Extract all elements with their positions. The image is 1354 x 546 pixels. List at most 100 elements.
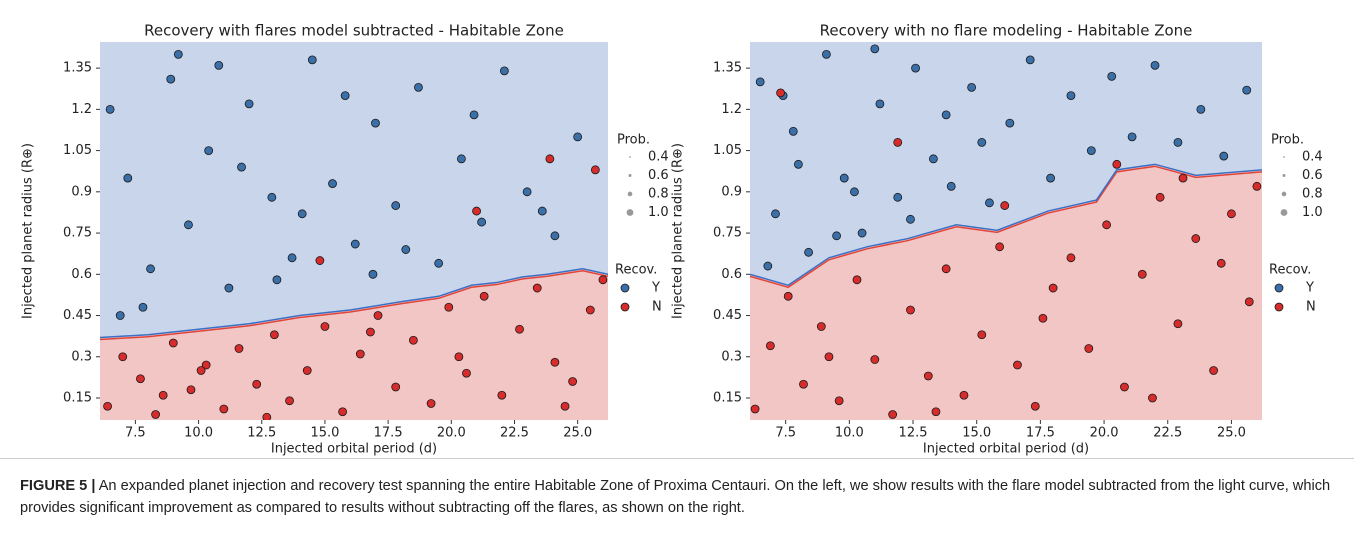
point: [237, 162, 246, 172]
caption: FIGURE 5 | An expanded planet injection …: [0, 458, 1354, 546]
point: [1252, 181, 1262, 191]
point: [967, 82, 977, 92]
y-tick-label: 0.45: [713, 308, 742, 323]
y-tick-label: 0.6: [721, 267, 742, 282]
point: [457, 154, 466, 164]
point: [1066, 253, 1076, 263]
point: [115, 311, 125, 320]
point: [573, 132, 583, 142]
point: [852, 275, 862, 285]
size-legend-label: 0.8: [1302, 187, 1323, 202]
y-tick-label: 0.3: [721, 349, 742, 364]
missed-region: [750, 164, 1262, 420]
chart-title: Recovery with no flare modeling - Habita…: [820, 22, 1193, 40]
point: [946, 181, 956, 191]
point: [911, 63, 920, 73]
point: [414, 82, 423, 92]
point: [550, 357, 560, 367]
point: [1046, 173, 1055, 183]
point: [244, 99, 254, 109]
y-axis-label: Injected planet radius (R⊕): [21, 143, 36, 319]
point: [870, 355, 880, 364]
boundary-line: [750, 165, 1262, 289]
boundary-line: [100, 268, 608, 339]
x-tick-label: 20.0: [437, 426, 466, 441]
point: [763, 261, 773, 271]
point: [893, 192, 903, 202]
color-legend-title: Recov.: [1269, 263, 1311, 278]
point: [302, 366, 312, 375]
point: [783, 291, 793, 301]
point: [1244, 297, 1254, 307]
x-tick-label: 22.5: [500, 426, 529, 441]
point: [977, 330, 987, 340]
point: [923, 371, 933, 381]
point: [1150, 60, 1160, 70]
point: [391, 382, 401, 392]
point: [224, 283, 234, 293]
point: [173, 49, 183, 59]
point: [287, 253, 297, 263]
point: [522, 187, 532, 197]
point: [1219, 151, 1229, 161]
point: [272, 275, 282, 285]
legend-label: N: [652, 300, 662, 315]
size-legend-title: Prob.: [617, 133, 650, 148]
point: [822, 49, 831, 59]
point: [1025, 55, 1035, 65]
point: [598, 275, 608, 285]
point: [857, 228, 867, 238]
x-tick-label: 22.5: [1153, 426, 1182, 441]
point: [214, 60, 224, 70]
point: [1173, 319, 1183, 329]
point: [532, 283, 542, 293]
point: [477, 217, 487, 227]
y-tick-label: 1.2: [721, 102, 742, 117]
point: [929, 154, 938, 164]
point: [123, 173, 133, 183]
point: [585, 305, 595, 315]
color-legend-title: Recov.: [615, 263, 657, 278]
point: [834, 396, 844, 406]
point: [1148, 393, 1157, 403]
y-tick-label: 0.3: [71, 349, 92, 364]
point: [590, 165, 600, 175]
point: [560, 401, 570, 411]
y-tick-label: 0.9: [721, 184, 742, 199]
point: [158, 390, 168, 400]
point: [839, 173, 849, 183]
point: [401, 245, 411, 254]
size-legend-dot: [1280, 209, 1288, 216]
point: [371, 118, 380, 128]
point: [234, 344, 244, 353]
point: [355, 349, 365, 359]
point: [1048, 283, 1058, 293]
caption-text: An expanded planet injection and recover…: [20, 478, 1331, 516]
point: [1227, 209, 1236, 219]
size-legend-dot: [1281, 191, 1287, 197]
point: [338, 407, 348, 417]
y-tick-label: 1.35: [713, 61, 742, 76]
point: [906, 305, 915, 315]
x-tick-label: 7.5: [125, 426, 146, 441]
point: [1120, 382, 1129, 392]
size-legend-label: 0.6: [1302, 168, 1323, 183]
point: [995, 242, 1005, 252]
x-tick-label: 17.5: [374, 426, 403, 441]
point: [320, 322, 330, 331]
point: [850, 187, 859, 197]
point: [1137, 269, 1147, 279]
point: [350, 239, 360, 249]
x-tick-label: 25.0: [1217, 426, 1246, 441]
point: [472, 206, 481, 216]
size-legend-label: 0.8: [648, 187, 669, 202]
size-legend-dot: [1283, 156, 1285, 158]
y-tick-label: 0.6: [71, 267, 92, 282]
y-tick-label: 0.9: [71, 184, 92, 199]
point: [1112, 159, 1122, 169]
boundary-line: [100, 270, 608, 341]
point: [1173, 137, 1183, 147]
point: [870, 44, 880, 54]
point: [941, 264, 951, 274]
point: [368, 269, 378, 279]
